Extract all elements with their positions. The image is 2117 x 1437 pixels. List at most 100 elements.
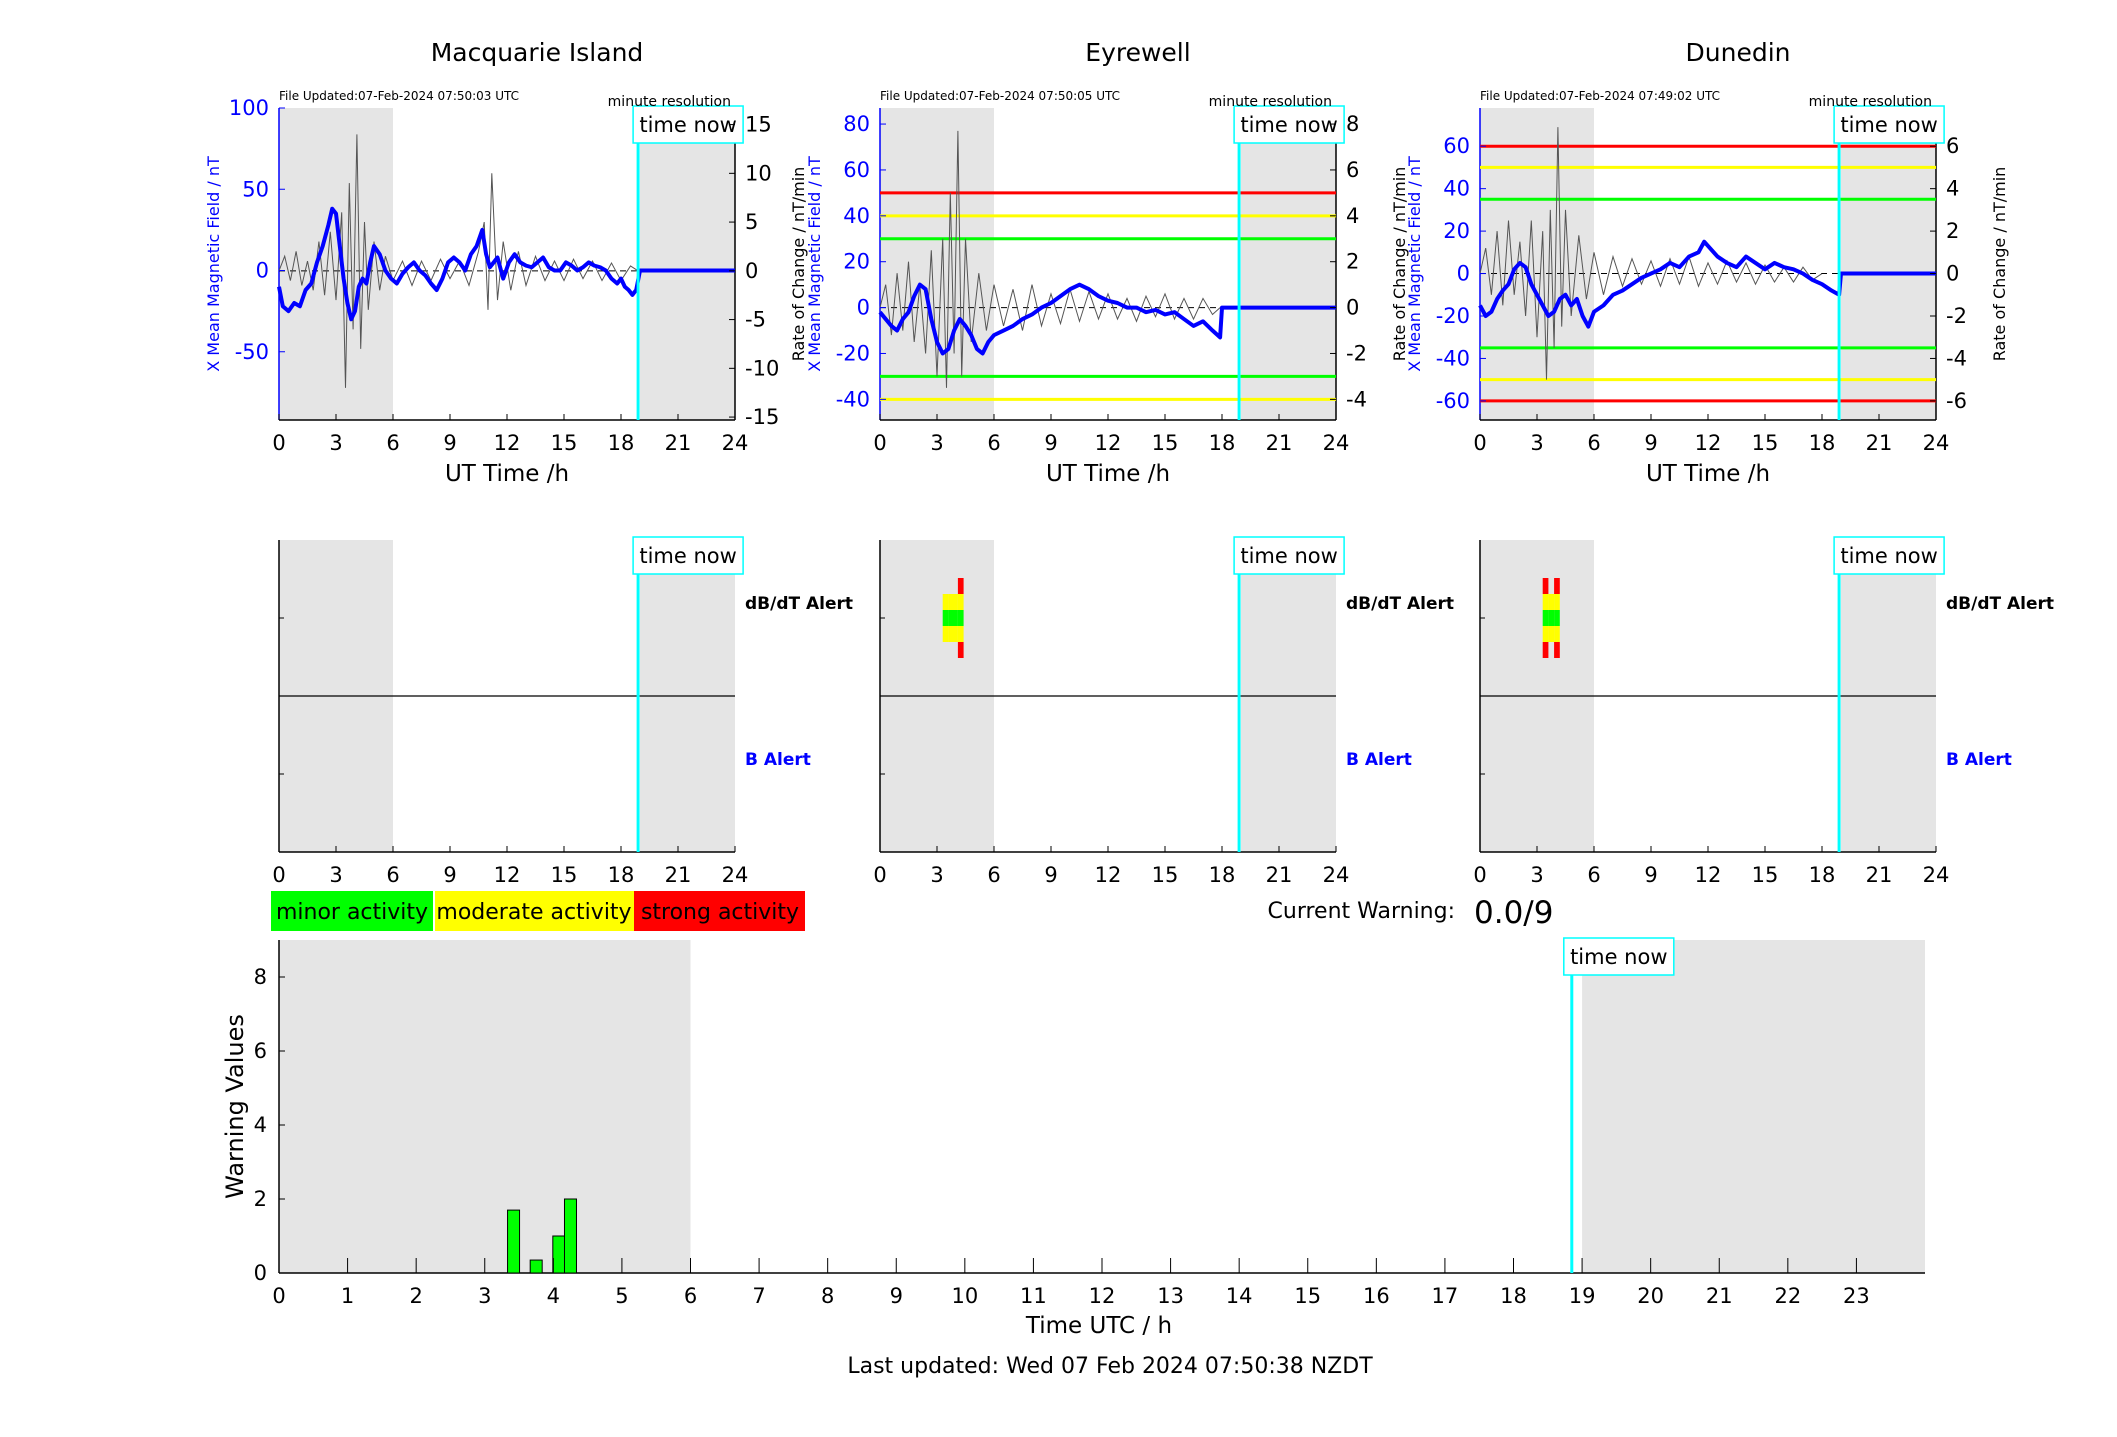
- time-now-box: [632, 105, 744, 144]
- x-tick-label: 0: [1473, 863, 1486, 887]
- night-shading: [1582, 940, 1925, 1273]
- y-tick-label: 2: [254, 1187, 267, 1211]
- dbdt-alert-segment-moderate: [1554, 626, 1560, 642]
- x-tick-label: 5: [615, 1284, 628, 1308]
- x-tick-label: 19: [1569, 1284, 1596, 1308]
- y2-tick-label: 2: [1346, 250, 1359, 274]
- dbdt-alert-segment-moderate: [1548, 594, 1555, 610]
- y-axis-label: X Mean Magnetic Field / nT: [204, 156, 223, 372]
- warning-bar: [507, 1209, 521, 1274]
- dbdt-alert-segment-minor: [1554, 610, 1560, 626]
- x-tick-label: 9: [1644, 863, 1657, 887]
- current-warning-label: Current Warning:: [1268, 899, 1455, 924]
- time-now-box: [1233, 105, 1345, 144]
- x-axis-label: UT Time /h: [1646, 461, 1770, 487]
- resolution-label: minute resolution: [1809, 94, 1932, 110]
- x-tick-label: 0: [873, 431, 886, 455]
- time-now-label: time now: [1240, 113, 1337, 137]
- y2-tick-label: 15: [745, 113, 772, 137]
- y2-tick-label: -4: [1946, 346, 1967, 370]
- y-tick-label: 20: [1443, 219, 1470, 243]
- x-tick-label: 21: [1866, 431, 1893, 455]
- y2-tick-label: 0: [1346, 296, 1359, 320]
- y-tick-label: 6: [254, 1039, 267, 1063]
- x-tick-label: 18: [1809, 863, 1836, 887]
- x-tick-label: 12: [1089, 1284, 1116, 1308]
- y-tick-label: 8: [254, 965, 267, 989]
- x-tick-label: 21: [1706, 1284, 1733, 1308]
- magnetometer-panels: time now Macquarie Island File Updated:07-…: [204, 38, 2009, 487]
- x-tick-label: 0: [272, 431, 285, 455]
- dbdt-alert-segment-strong: [957, 642, 964, 658]
- x-tick-label: 7: [752, 1284, 765, 1308]
- night-shading: [279, 940, 691, 1273]
- resolution-label: minute resolution: [1209, 94, 1332, 110]
- night-shading: [1241, 108, 1336, 420]
- x-tick-label: 4: [547, 1284, 560, 1308]
- time-now-box: [632, 536, 744, 575]
- x-tick-label: 24: [722, 863, 749, 887]
- y-tick-label: -40: [1436, 346, 1470, 370]
- x-tick-label: 24: [1323, 863, 1350, 887]
- x-tick-label: 23: [1843, 1284, 1870, 1308]
- alert-panels: time now dB/dT Alert B Alert 0 3 6 9 12 15 18 21 24…: [272, 536, 2054, 887]
- y-tick-label: 4: [254, 1113, 267, 1137]
- x-tick-label: 18: [608, 431, 635, 455]
- night-shading: [279, 108, 393, 420]
- last-updated: Last updated: Wed 07 Feb 2024 07:50:38 N…: [847, 1354, 1373, 1379]
- dbdt-alert-segment-minor: [948, 610, 958, 626]
- dbdt-alert-segment-minor: [1542, 610, 1549, 626]
- time-now-label: time now: [639, 113, 736, 137]
- x-tick-label: 8: [821, 1284, 834, 1308]
- x-tick-label: 6: [987, 431, 1000, 455]
- dbdt-alert-segment-strong: [1554, 578, 1560, 594]
- x-tick-label: 24: [1323, 431, 1350, 455]
- dbdt-alert-segment-moderate: [957, 626, 964, 642]
- x-tick-label: 12: [1695, 431, 1722, 455]
- current-warning-value: 0.0/9: [1474, 895, 1553, 931]
- x-tick-label: 15: [551, 431, 578, 455]
- x-tick-label: 15: [1752, 431, 1779, 455]
- y2-tick-label: 8: [1346, 112, 1359, 136]
- time-now-label: time now: [1840, 113, 1937, 137]
- dbdt-alert-segment-minor: [957, 610, 964, 626]
- x-axis-label: UT Time /h: [1046, 461, 1170, 487]
- time-now-box: [1563, 937, 1675, 976]
- x-tick-label: 21: [665, 431, 692, 455]
- y-tick-label: -60: [1436, 389, 1470, 413]
- alert-panel-0: time now dB/dT Alert B Alert 0 3 6 9 12 15 18 21 24: [272, 536, 853, 887]
- x-mean-field-series: [1478, 239, 1936, 329]
- y2-tick-label: 6: [1946, 134, 1959, 158]
- file-updated: File Updated:07-Feb-2024 07:50:03 UTC: [279, 89, 519, 103]
- x-tick-label: 18: [1209, 431, 1236, 455]
- x-tick-label: 18: [608, 863, 635, 887]
- y2-tick-label: -4: [1346, 387, 1367, 411]
- y2-axis-label: Rate of Change / nT/min: [1990, 167, 2009, 362]
- x-tick-label: 21: [1866, 863, 1893, 887]
- x-tick-label: 6: [1587, 863, 1600, 887]
- y-axis-label: Warning Values: [221, 1014, 249, 1199]
- alert-panel-1: time now dB/dT Alert B Alert 0 3 6 9 12 15 18 21 24: [873, 536, 1454, 887]
- legend-label-moderate: moderate activity: [436, 900, 631, 925]
- warning-bar: [552, 1235, 566, 1274]
- x-tick-label: 18: [1209, 863, 1236, 887]
- warning-bar: [529, 1259, 543, 1274]
- time-now-box: [1233, 536, 1345, 575]
- dbdt-alert-segment-minor: [942, 610, 949, 626]
- x-tick-label: 21: [665, 863, 692, 887]
- x-tick-label: 3: [930, 863, 943, 887]
- station-title: Dunedin: [1686, 38, 1791, 67]
- dbdt-alert-label: dB/dT Alert: [1946, 594, 2054, 614]
- x-tick-label: 22: [1774, 1284, 1801, 1308]
- y2-tick-label: 10: [745, 161, 772, 185]
- x-tick-label: 2: [409, 1284, 422, 1308]
- x-tick-label: 3: [1530, 431, 1543, 455]
- x-tick-label: 24: [1923, 863, 1950, 887]
- dbdt-alert-segment-strong: [1554, 642, 1560, 658]
- y2-tick-label: -2: [1946, 304, 1967, 328]
- time-now-label: time now: [1570, 945, 1667, 969]
- y-axis-label: X Mean Magnetic Field / nT: [1405, 156, 1424, 372]
